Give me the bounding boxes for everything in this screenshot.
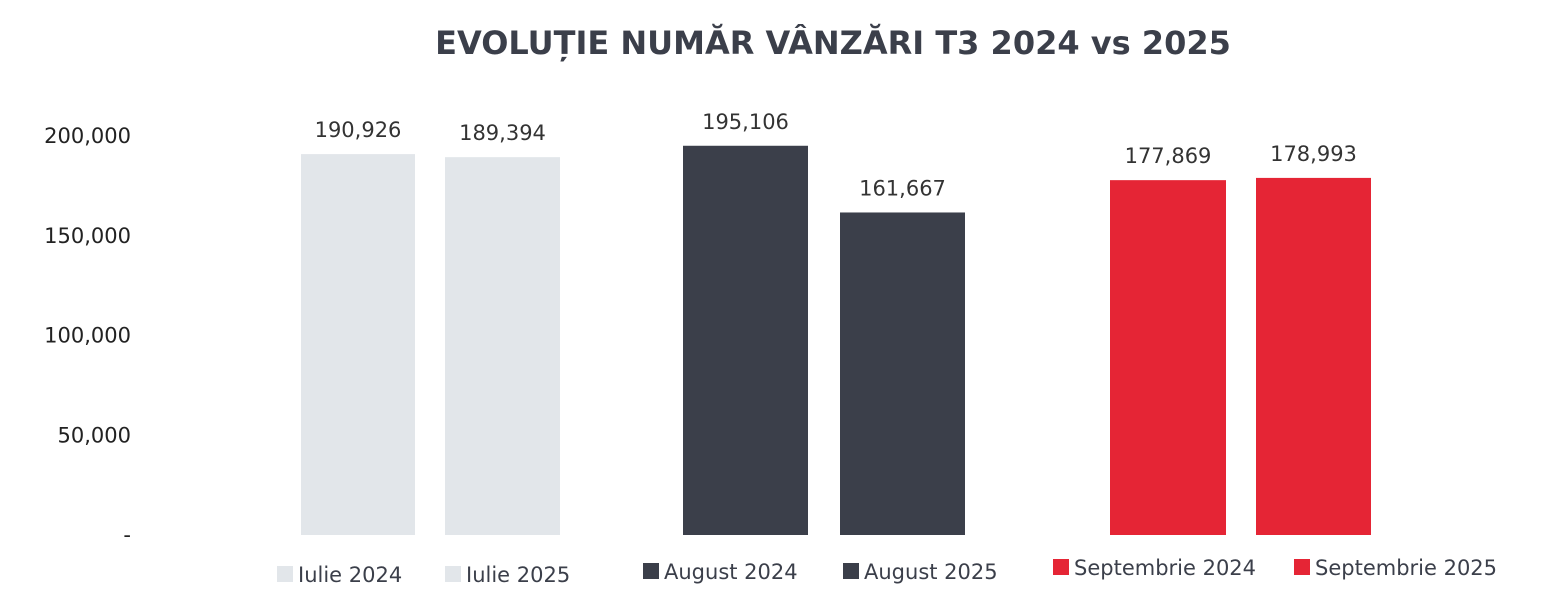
bar [301, 154, 415, 535]
data-label: 195,106 [702, 110, 789, 134]
chart-title: EVOLUȚIE NUMĂR VÂNZĂRI T3 2024 vs 2025 [435, 24, 1231, 62]
legend-label: Septembrie 2025 [1315, 556, 1497, 580]
bar [445, 157, 560, 535]
y-tick-label: 200,000 [44, 124, 131, 148]
legend-item: Septembrie 2024 [1053, 556, 1256, 580]
legend-item: Septembrie 2025 [1294, 556, 1497, 580]
legend-item: August 2025 [843, 560, 998, 584]
y-tick-label: 150,000 [44, 224, 131, 248]
legend-swatch [1053, 559, 1069, 575]
data-label: 189,394 [459, 121, 546, 145]
y-tick-label: 100,000 [44, 324, 131, 348]
data-label: 178,993 [1270, 142, 1357, 166]
legend-swatch [1294, 559, 1310, 575]
bars [301, 145, 1371, 535]
bar [1110, 180, 1226, 535]
legend: Iulie 2024 Iulie 2025 August 2024 August 20… [277, 556, 1497, 587]
data-label: 177,869 [1125, 144, 1212, 168]
legend-item: August 2024 [643, 560, 798, 584]
bar [1256, 177, 1371, 535]
legend-label: Iulie 2025 [466, 563, 570, 587]
legend-label: August 2024 [664, 560, 798, 584]
legend-label: Septembrie 2024 [1074, 556, 1256, 580]
legend-label: August 2025 [864, 560, 998, 584]
bar [840, 212, 965, 535]
legend-swatch [445, 566, 461, 582]
legend-label: Iulie 2024 [298, 563, 402, 587]
legend-item: Iulie 2024 [277, 563, 402, 587]
y-tick-label: 50,000 [58, 423, 131, 447]
y-axis: - 50,000 100,000 150,000 200,000 [44, 124, 131, 547]
legend-item: Iulie 2025 [445, 563, 570, 587]
legend-swatch [277, 566, 293, 582]
data-labels: 190,926 189,394 195,106 161,667 177,869 178,9… [315, 110, 1357, 201]
legend-swatch [843, 563, 859, 579]
bar [683, 145, 808, 535]
y-tick-label: - [123, 523, 131, 547]
legend-swatch [643, 563, 659, 579]
data-label: 190,926 [315, 118, 402, 142]
data-label: 161,667 [859, 176, 946, 200]
